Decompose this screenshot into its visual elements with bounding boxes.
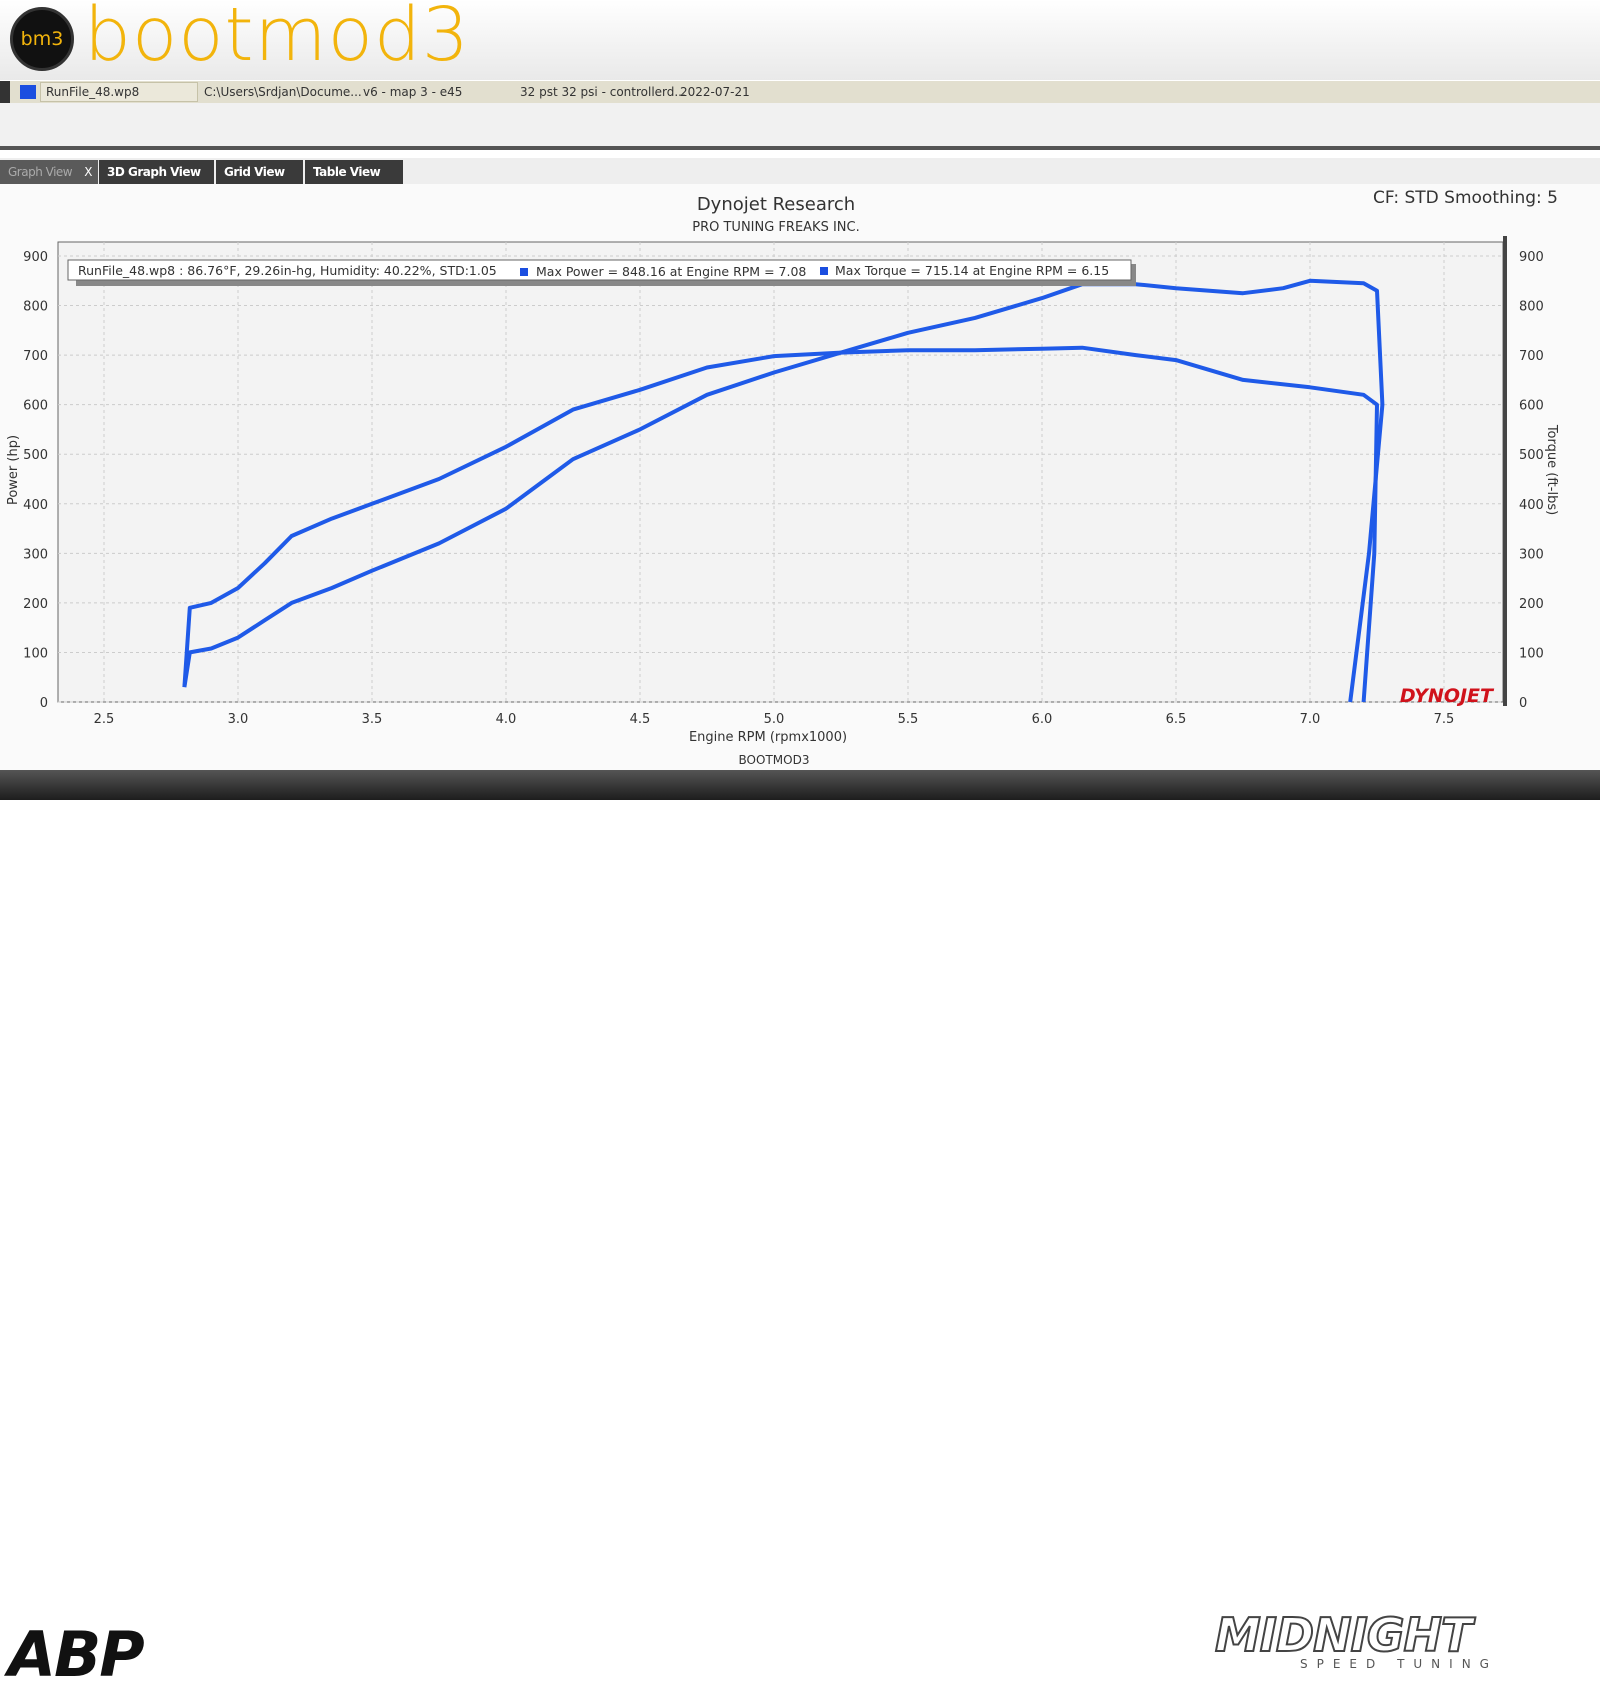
- right-axis-bar: [1503, 236, 1507, 706]
- dyno-chart: 0 0 100 100 200 200 300 300 400 400 500 500 600 600 70…: [0, 184, 1600, 770]
- file-name: RunFile_48.wp8: [46, 85, 140, 99]
- x-tick-label: 3.5: [362, 712, 383, 727]
- y2-tick-label: 200: [1519, 597, 1544, 612]
- x-tick-label: 3.0: [228, 712, 249, 727]
- y2-tick-label: 0: [1519, 696, 1527, 711]
- view-tabs: Graph View X 3D Graph View Grid View Tabl…: [0, 158, 1600, 184]
- midnight-logo-subtitle: SPEED TUNING: [1300, 1657, 1498, 1671]
- x-tick-label: 5.0: [764, 712, 785, 727]
- x-tick-label: 6.5: [1166, 712, 1187, 727]
- y2-tick-label: 400: [1519, 498, 1544, 513]
- chart-footer: BOOTMOD3: [739, 753, 810, 767]
- y-tick-label: 600: [23, 399, 48, 414]
- map-name: v6 - map 3 - e45: [363, 85, 463, 99]
- file-path: C:\Users\Srdjan\Docume...: [204, 85, 362, 99]
- run-list-area: [0, 103, 1600, 150]
- tab-3d-graph-view[interactable]: 3D Graph View: [99, 160, 214, 184]
- chart-title: Dynojet Research: [697, 194, 855, 215]
- dynojet-watermark: DYNOJET: [1400, 685, 1495, 707]
- tab-graph-view[interactable]: Graph View X: [0, 160, 98, 184]
- y-axis-label: Power (hp): [6, 435, 21, 505]
- x-tick-label: 4.5: [630, 712, 651, 727]
- close-icon[interactable]: X: [84, 165, 92, 179]
- x-axis-label: Engine RPM (rpmx1000): [689, 730, 847, 745]
- y2-tick-label: 800: [1519, 300, 1544, 315]
- x-tick-label: 2.5: [94, 712, 115, 727]
- y-tick-label: 800: [23, 300, 48, 315]
- abp-logo: ABP: [8, 1618, 145, 1691]
- midnight-logo: MIDNIGHT: [1214, 1607, 1473, 1663]
- legend-power: Max Power = 848.16 at Engine RPM = 7.08: [536, 264, 806, 279]
- run-notes: 32 pst 32 psi - controllerd...: [520, 85, 686, 99]
- y2-tick-label: 100: [1519, 646, 1544, 661]
- y-tick-label: 200: [23, 597, 48, 612]
- legend: RunFile_48.wp8 : 86.76°F, 29.26in-hg, Hu…: [67, 259, 1136, 286]
- legend-power-swatch: [520, 268, 528, 276]
- x-tick-label: 4.0: [496, 712, 517, 727]
- x-tick-label: 5.5: [898, 712, 919, 727]
- y2-tick-label: 700: [1519, 349, 1544, 364]
- header: bm3 bootmod3: [0, 0, 1600, 80]
- file-name-cell[interactable]: [40, 82, 198, 102]
- tab-grid-view[interactable]: Grid View: [216, 160, 303, 184]
- y-tick-label: 100: [23, 646, 48, 661]
- y2-tick-label: 600: [1519, 399, 1544, 414]
- x-tick-label: 7.5: [1434, 712, 1455, 727]
- monitor-bezel: [0, 770, 1600, 800]
- run-file-bar[interactable]: RunFile_48.wp8 C:\Users\Srdjan\Docume...…: [0, 81, 1600, 103]
- legend-torque: Max Torque = 715.14 at Engine RPM = 6.15: [835, 263, 1109, 278]
- x-tick-label: 6.0: [1032, 712, 1053, 727]
- y2-tick-label: 900: [1519, 250, 1544, 265]
- run-date: 2022-07-21: [680, 85, 750, 99]
- footer: ABP MIDNIGHT SPEED TUNING: [0, 800, 1600, 1691]
- y2-tick-label: 300: [1519, 547, 1544, 562]
- bm3-logo: bm3: [10, 7, 74, 71]
- y-tick-label: 300: [23, 547, 48, 562]
- y-tick-label: 500: [23, 448, 48, 463]
- x-tick-label: 7.0: [1300, 712, 1321, 727]
- chart-subtitle: PRO TUNING FREAKS INC.: [692, 220, 859, 235]
- tab-label: Graph View: [8, 165, 73, 179]
- y-tick-label: 0: [40, 696, 48, 711]
- row-expander[interactable]: [0, 81, 10, 103]
- dyno-chart-svg: 0 0 100 100 200 200 300 300 400 400 500 500 600 600 70…: [6, 188, 1559, 767]
- y-tick-label: 700: [23, 349, 48, 364]
- legend-torque-swatch: [820, 267, 828, 275]
- y-tick-label: 900: [23, 250, 48, 265]
- torque-curve: [182, 345, 1379, 703]
- legend-run-info: RunFile_48.wp8 : 86.76°F, 29.26in-hg, Hu…: [78, 263, 497, 278]
- corrections-label: CF: STD Smoothing: 5: [1373, 188, 1558, 208]
- brand-name: bootmod3: [84, 0, 470, 78]
- y-tick-label: 400: [23, 498, 48, 513]
- tab-table-view[interactable]: Table View: [305, 160, 403, 184]
- y2-tick-label: 500: [1519, 448, 1544, 463]
- run-color-swatch[interactable]: [20, 85, 36, 99]
- plot-area: [57, 241, 1504, 703]
- y2-axis-label: Torque (ft-lbs): [1544, 424, 1559, 515]
